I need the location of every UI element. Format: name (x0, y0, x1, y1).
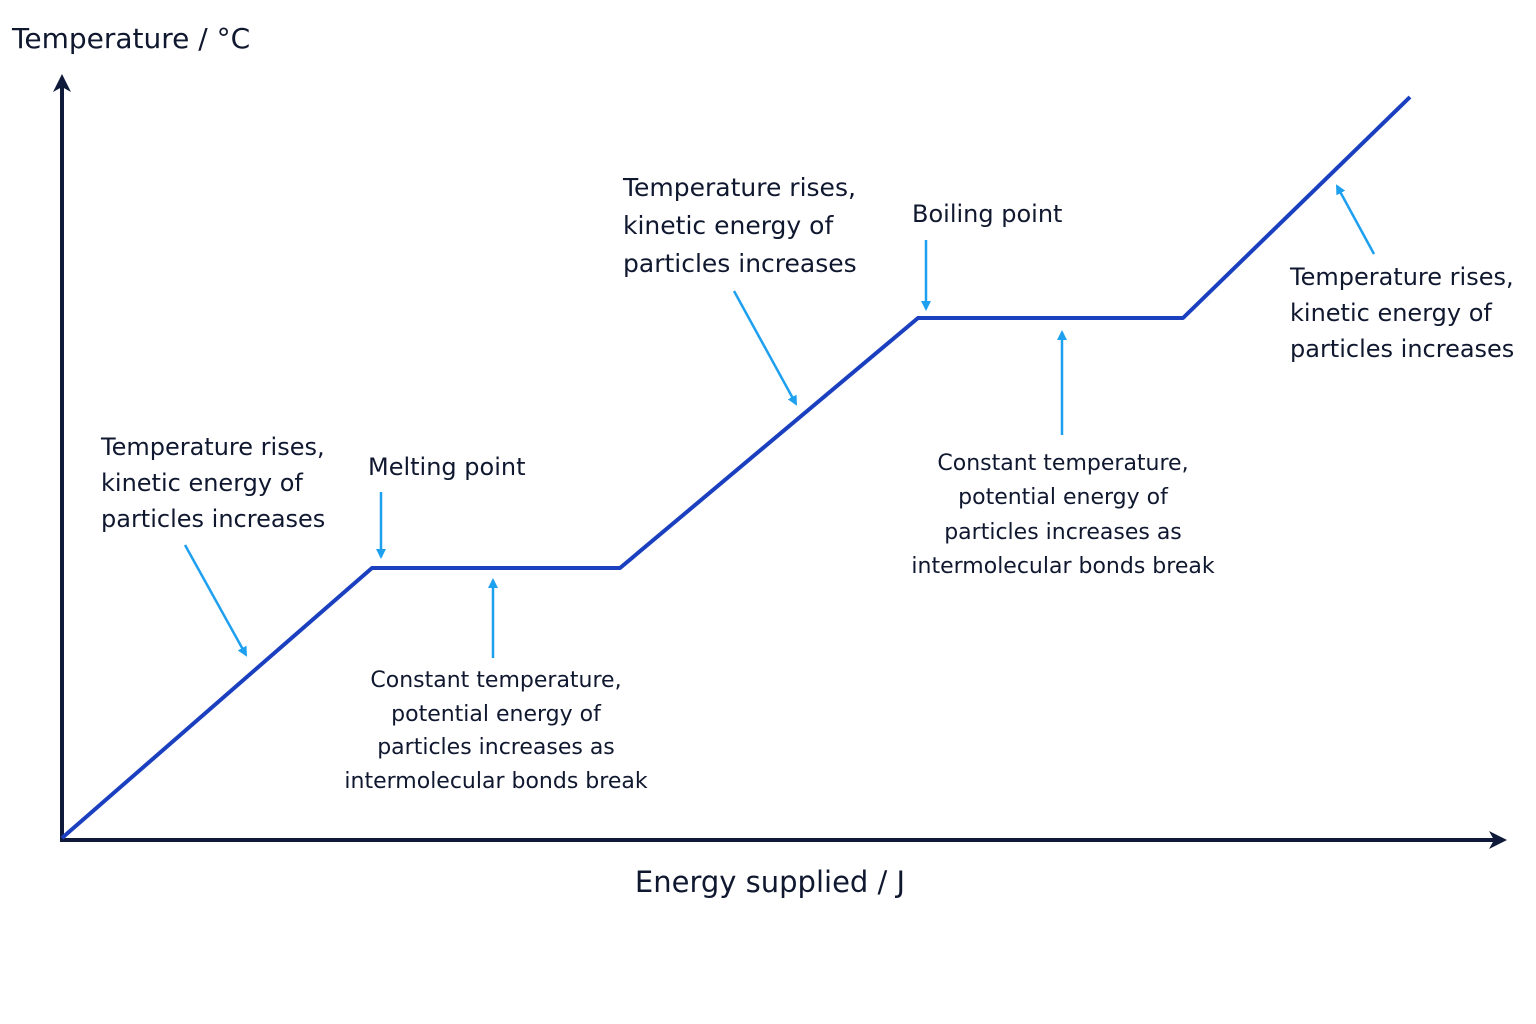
annotation-line: Melting point (368, 453, 526, 481)
arrow (183, 544, 248, 657)
annotation-line: Constant temperature, (370, 668, 621, 693)
annotation-line: potential energy of (391, 702, 602, 727)
annotation-line: Temperature rises, (1289, 263, 1514, 291)
annotation: Temperature rises, kinetic energy of par… (100, 433, 325, 533)
annotation-line: particles increases as (377, 735, 615, 760)
x-axis-label: Energy supplied / J (635, 865, 905, 899)
heating-curve (60, 95, 1412, 840)
annotation-line: intermolecular bonds break (911, 554, 1214, 579)
annotation-line: intermolecular bonds break (344, 769, 647, 794)
annotation: Constant temperature, potential energy o… (344, 668, 647, 794)
annotation-line: Boiling point (912, 200, 1062, 228)
annotation: Boiling point (912, 200, 1062, 228)
annotation-line: kinetic energy of (1290, 299, 1492, 327)
annotation-line: particles increases (1290, 335, 1514, 363)
arrow (732, 290, 798, 406)
annotation: Temperature rises, kinetic energy of par… (1289, 263, 1514, 363)
annotation: Temperature rises, kinetic energy of par… (622, 173, 857, 278)
annotation-line: kinetic energy of (623, 211, 834, 240)
annotation-line: potential energy of (958, 485, 1169, 510)
annotation-line: Temperature rises, (100, 433, 325, 461)
annotation-line: kinetic energy of (101, 469, 303, 497)
annotation-line: Constant temperature, (937, 451, 1188, 476)
annotation-line: particles increases as (944, 520, 1182, 545)
annotation-line: Temperature rises, (622, 173, 856, 202)
annotation-line: particles increases (101, 505, 325, 533)
arrow (1335, 184, 1376, 255)
annotation: Constant temperature, potential energy o… (911, 451, 1214, 579)
annotation-line: particles increases (623, 249, 857, 278)
annotation: Melting point (368, 453, 526, 481)
y-axis-label: Temperature / °C (11, 22, 250, 55)
